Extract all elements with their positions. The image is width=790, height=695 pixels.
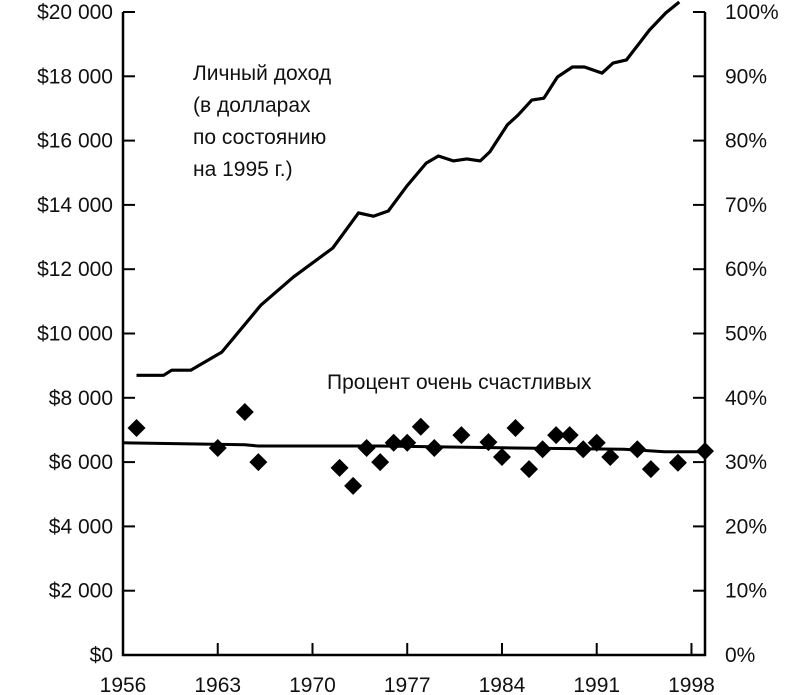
x-tick-label: 1984: [479, 674, 526, 695]
left-tick-label: $6 000: [49, 451, 113, 474]
happiness-point: [506, 419, 525, 438]
happiness-point: [492, 447, 511, 466]
happiness-point: [411, 417, 430, 436]
happy-label: Процент очень счастливых: [327, 371, 592, 394]
happiness-point: [208, 438, 227, 457]
income-label-line-2: (в долларах: [193, 94, 311, 117]
income-line: [136, 0, 681, 377]
happiness-point: [249, 453, 268, 472]
happiness-point: [668, 453, 687, 472]
happiness-point: [547, 426, 566, 445]
right-tick-label: 80%: [725, 130, 767, 153]
happiness-point: [357, 438, 376, 457]
left-tick-label: $14 000: [37, 194, 113, 217]
happiness-point: [127, 419, 146, 438]
happiness-point: [520, 460, 539, 479]
happiness-point: [371, 453, 390, 472]
right-tick-label: 20%: [725, 515, 767, 538]
x-tick-label: 1956: [100, 674, 147, 695]
income-label-line-4: на 1995 г.): [193, 158, 293, 181]
right-axis-ticks: 0% 10% 20% 30% 40% 50% 60% 70% 80% 90% 100%: [693, 1, 779, 667]
left-tick-label: $4 000: [49, 515, 113, 538]
series-layer: [122, 0, 714, 495]
x-tick-label: 1998: [668, 674, 715, 695]
left-tick-label: $10 000: [37, 323, 113, 346]
happiness-point: [344, 476, 363, 495]
left-axis-ticks: $0 $2 000 $4 000 $6 000 $8 000 $10 000 $12 000…: [37, 1, 135, 667]
x-tick-label: 1963: [194, 674, 241, 695]
happiness-point: [330, 458, 349, 477]
left-tick-label: $0: [90, 644, 113, 667]
happiness-point: [452, 426, 471, 445]
happiness-point: [641, 460, 660, 479]
x-axis-ticks: 1956 1963 1970 1977 1984 1991 1998: [100, 643, 715, 695]
income-label-line-3: по состоянию: [193, 126, 326, 149]
right-tick-label: 100%: [725, 1, 779, 24]
happiness-point: [587, 433, 606, 452]
right-tick-label: 40%: [725, 387, 767, 410]
right-tick-label: 90%: [725, 65, 767, 88]
happiness-trend-line: [122, 441, 705, 454]
happiness-point: [560, 426, 579, 445]
x-tick-label: 1977: [384, 674, 431, 695]
right-tick-label: 30%: [725, 451, 767, 474]
happiness-point: [601, 447, 620, 466]
right-tick-label: 10%: [725, 580, 767, 603]
left-tick-label: $20 000: [37, 1, 113, 24]
right-tick-label: 50%: [725, 323, 767, 346]
x-tick-label: 1991: [573, 674, 620, 695]
right-tick-label: 0%: [725, 644, 755, 667]
happiness-point: [235, 402, 254, 421]
income-label-line-1: Личный доход: [193, 62, 331, 85]
x-tick-label: 1970: [289, 674, 336, 695]
right-tick-label: 60%: [725, 258, 767, 281]
income-annotation: Личный доход (в долларах по состоянию на…: [193, 62, 331, 181]
happiness-point: [398, 433, 417, 452]
left-tick-label: $12 000: [37, 258, 113, 281]
left-tick-label: $2 000: [49, 580, 113, 603]
left-tick-label: $16 000: [37, 130, 113, 153]
right-tick-label: 70%: [725, 194, 767, 217]
left-tick-label: $8 000: [49, 387, 113, 410]
left-tick-label: $18 000: [37, 65, 113, 88]
